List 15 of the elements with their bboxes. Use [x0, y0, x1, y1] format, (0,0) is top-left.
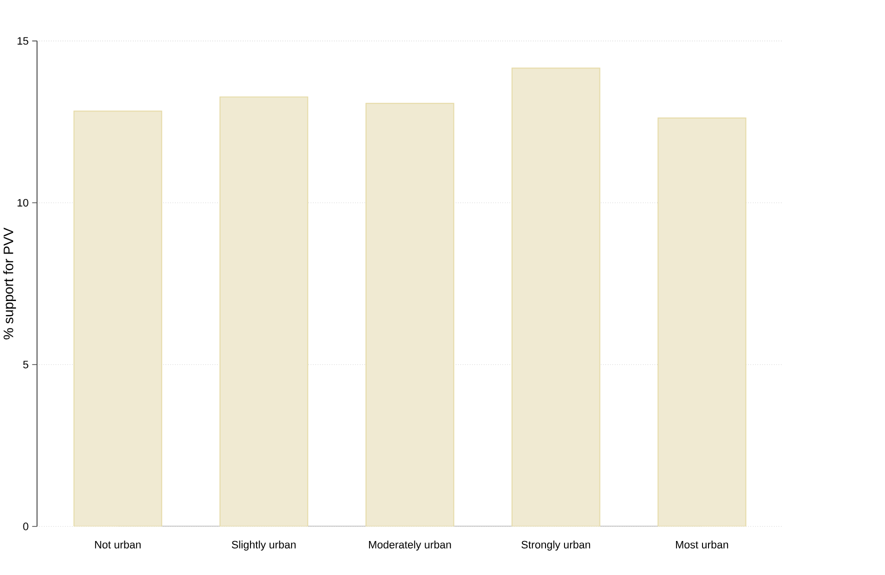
bar — [658, 117, 746, 526]
y-tick-label: 0 — [23, 522, 28, 530]
x-tick-label: Not urban — [95, 540, 141, 548]
x-tick-label: Moderately urban — [369, 540, 451, 550]
bar — [73, 110, 162, 526]
x-tick-label: Strongly urban — [522, 540, 590, 550]
y-tick-label: 10 — [18, 198, 28, 206]
bar — [512, 68, 600, 526]
y-tick-label: 5 — [23, 360, 28, 368]
x-tick-label: Most urban — [676, 540, 728, 548]
bar — [219, 96, 308, 526]
x-tick-label: Slightly urban — [232, 540, 296, 550]
y-axis-title: % support for PVV — [3, 228, 16, 340]
y-tick-label: 15 — [18, 37, 28, 45]
bar — [366, 102, 454, 526]
